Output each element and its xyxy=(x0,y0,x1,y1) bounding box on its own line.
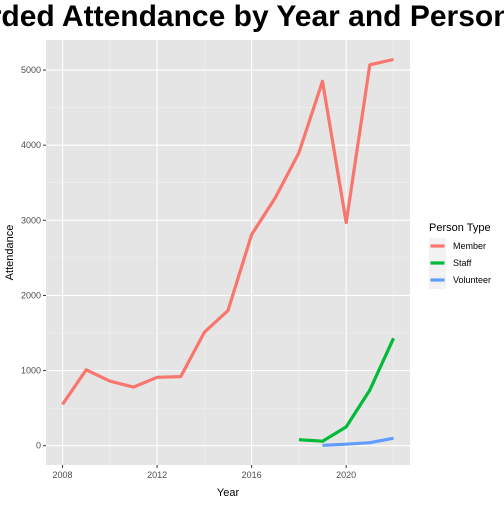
y-tick-label: 5000 xyxy=(21,65,41,75)
y-tick-label: 1000 xyxy=(21,366,41,376)
y-tick-label: 3000 xyxy=(21,215,41,225)
x-tick-label: 2012 xyxy=(147,470,167,480)
y-axis: 0 1000 2000 3000 4000 5000 xyxy=(21,65,46,451)
grid-major xyxy=(46,40,410,465)
y-tick-label: 4000 xyxy=(21,140,41,150)
y-axis-title: Attendance xyxy=(4,225,16,281)
legend-label-staff: Staff xyxy=(453,258,472,268)
chart-title: Recorded Attendance by Year and Person T… xyxy=(0,0,504,33)
grid-minor xyxy=(46,40,410,465)
series-layer xyxy=(61,57,395,447)
series-line-member xyxy=(61,57,394,406)
legend: Person Type Member Staff Volunteer xyxy=(429,222,491,289)
legend-label-member: Member xyxy=(453,241,486,251)
x-tick-label: 2020 xyxy=(336,470,356,480)
plot-panel xyxy=(46,40,410,465)
x-axis: 2008 2012 2016 2020 xyxy=(53,465,356,480)
legend-title: Person Type xyxy=(429,222,491,234)
x-axis-title: Year xyxy=(217,487,240,499)
series-line-staff xyxy=(298,337,395,443)
legend-label-volunteer: Volunteer xyxy=(453,275,491,285)
x-tick-label: 2016 xyxy=(242,470,262,480)
series-line-volunteer xyxy=(322,436,394,447)
x-tick-label: 2008 xyxy=(53,470,73,480)
y-tick-label: 0 xyxy=(36,441,41,451)
y-tick-label: 2000 xyxy=(21,290,41,300)
